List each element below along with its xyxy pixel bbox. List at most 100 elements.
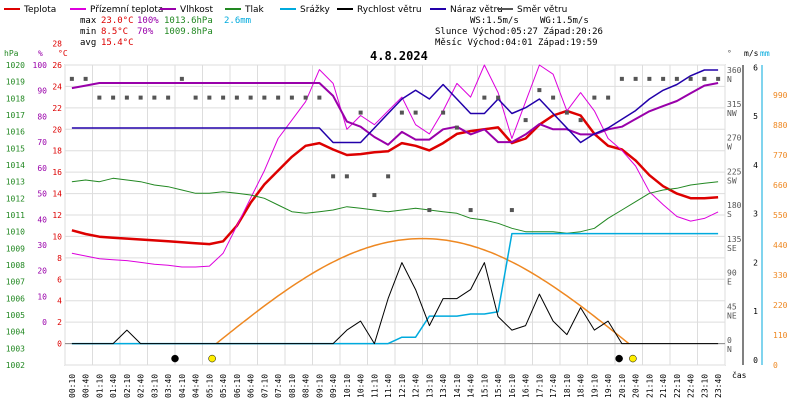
x-tick: 21:10 bbox=[645, 374, 654, 398]
x-tick: 18:40 bbox=[577, 374, 586, 398]
x-tick: 01:10 bbox=[95, 374, 104, 398]
legend-label: Srážky bbox=[300, 5, 331, 15]
wind-direction-point bbox=[688, 76, 693, 81]
x-tick: 06:40 bbox=[247, 374, 256, 398]
x-tick: 13:40 bbox=[439, 374, 448, 398]
ms-tick: 5 bbox=[753, 112, 758, 121]
legend-label: Teplota bbox=[23, 5, 56, 15]
x-tick: 08:40 bbox=[302, 374, 311, 398]
wind-direction-point bbox=[372, 193, 377, 198]
stat-max-rain: 2.6mm bbox=[224, 16, 251, 26]
sun-elevation-line bbox=[215, 237, 630, 345]
stat-ws: WS:1.5m/s bbox=[470, 16, 519, 26]
wind-direction-point bbox=[111, 95, 116, 100]
wind-direction-point bbox=[606, 95, 611, 100]
ms-tick: 4 bbox=[753, 161, 758, 170]
press-tick: 1019 bbox=[6, 78, 25, 87]
x-tick: 03:10 bbox=[150, 374, 159, 398]
press-tick: 1013 bbox=[6, 178, 25, 187]
legend: Teplota Přízemní teplota Vlhkost Tlak Srážky… bbox=[4, 5, 567, 15]
press-tick: 1009 bbox=[6, 244, 25, 253]
x-tick: 11:10 bbox=[370, 374, 379, 398]
x-tick: 10:40 bbox=[357, 374, 366, 398]
wind-direction-point bbox=[674, 76, 679, 81]
x-tick: 14:10 bbox=[453, 374, 462, 398]
x-tick: 15:40 bbox=[494, 374, 503, 398]
stat-max-press: 1013.6hPa bbox=[164, 16, 213, 26]
hum-tick: 50 bbox=[37, 190, 47, 199]
mm-tick: 770 bbox=[773, 151, 788, 160]
hum-tick: 20 bbox=[37, 267, 47, 276]
press-tick: 1015 bbox=[6, 144, 25, 153]
x-tick: 10:10 bbox=[343, 374, 352, 398]
dir-tick: 270 bbox=[727, 134, 742, 143]
mm-tick: 0 bbox=[773, 361, 778, 370]
wind-direction-point bbox=[289, 95, 294, 100]
x-tick: 05:10 bbox=[205, 374, 214, 398]
wind-direction-point bbox=[661, 76, 666, 81]
wind-direction-point bbox=[454, 125, 459, 130]
dir-tick: 90 bbox=[727, 269, 737, 278]
x-tick: 16:40 bbox=[522, 374, 531, 398]
dir-tick-label: NW bbox=[727, 109, 737, 118]
y-axes: 0246810121416182022242628010203040506070… bbox=[6, 40, 788, 370]
wind-direction-point bbox=[358, 110, 363, 115]
temp-tick: 10 bbox=[52, 232, 62, 241]
mm-tick: 440 bbox=[773, 241, 788, 250]
hum-tick: 70 bbox=[37, 138, 47, 147]
x-tick: 00:10 bbox=[68, 374, 77, 398]
event-markers bbox=[171, 354, 637, 363]
dir-tick-label: N bbox=[727, 345, 732, 354]
x-tick: 01:40 bbox=[109, 374, 118, 398]
x-tick: 14:40 bbox=[467, 374, 476, 398]
stat-max-temp: 23.0°C bbox=[101, 16, 134, 26]
hum-tick: 90 bbox=[37, 87, 47, 96]
press-tick: 1003 bbox=[6, 344, 25, 353]
press-tick: 1007 bbox=[6, 278, 25, 287]
wind-direction-point bbox=[83, 76, 88, 81]
x-tick: 20:40 bbox=[632, 374, 641, 398]
legend-label: Náraz větru bbox=[450, 5, 503, 15]
stat-avg-label: avg bbox=[80, 38, 96, 48]
wind-direction-point bbox=[248, 95, 253, 100]
series-line-n-raz-v-tru bbox=[71, 69, 719, 144]
x-tick: 19:40 bbox=[604, 374, 613, 398]
x-tick: 09:40 bbox=[329, 374, 338, 398]
hum-tick: 80 bbox=[37, 112, 47, 121]
stat-sun: Slunce Východ:05:27 Západ:20:26 bbox=[435, 27, 603, 37]
stat-max-label: max bbox=[80, 16, 97, 26]
wind-direction-point bbox=[276, 95, 281, 100]
chart-grid bbox=[64, 64, 726, 366]
hum-tick: 60 bbox=[37, 164, 47, 173]
x-tick: 02:40 bbox=[137, 374, 146, 398]
wind-direction-point bbox=[344, 174, 349, 179]
unit-time: čas bbox=[732, 370, 747, 380]
dir-tick: 0 bbox=[727, 336, 732, 345]
press-tick: 1014 bbox=[6, 161, 25, 170]
temp-tick: 22 bbox=[52, 104, 62, 113]
stat-min-temp: 8.5°C bbox=[101, 27, 128, 37]
x-tick: 19:10 bbox=[590, 374, 599, 398]
x-tick: 00:40 bbox=[82, 374, 91, 398]
stat-wg: WG:1.5m/s bbox=[540, 16, 589, 26]
wind-direction-point bbox=[619, 76, 624, 81]
wind-direction-point bbox=[551, 95, 556, 100]
press-tick: 1018 bbox=[6, 94, 25, 103]
moonset-marker bbox=[615, 354, 623, 363]
press-tick: 1020 bbox=[6, 61, 25, 70]
wind-direction-point bbox=[427, 208, 432, 213]
series-line-p-zemn-teplota bbox=[71, 64, 719, 268]
wind-direction-point bbox=[647, 76, 652, 81]
chart-title: 4.8.2024 bbox=[370, 49, 428, 63]
unit-mm: mm bbox=[760, 49, 770, 58]
x-tick: 22:10 bbox=[673, 374, 682, 398]
unit-degc: °C bbox=[58, 49, 68, 58]
temp-tick: 12 bbox=[52, 211, 62, 220]
press-tick: 1010 bbox=[6, 228, 25, 237]
x-tick: 05:40 bbox=[219, 374, 228, 398]
x-tick: 18:10 bbox=[563, 374, 572, 398]
series-layer bbox=[69, 64, 721, 345]
x-tick: 13:10 bbox=[425, 374, 434, 398]
temp-tick: 0 bbox=[57, 340, 62, 349]
